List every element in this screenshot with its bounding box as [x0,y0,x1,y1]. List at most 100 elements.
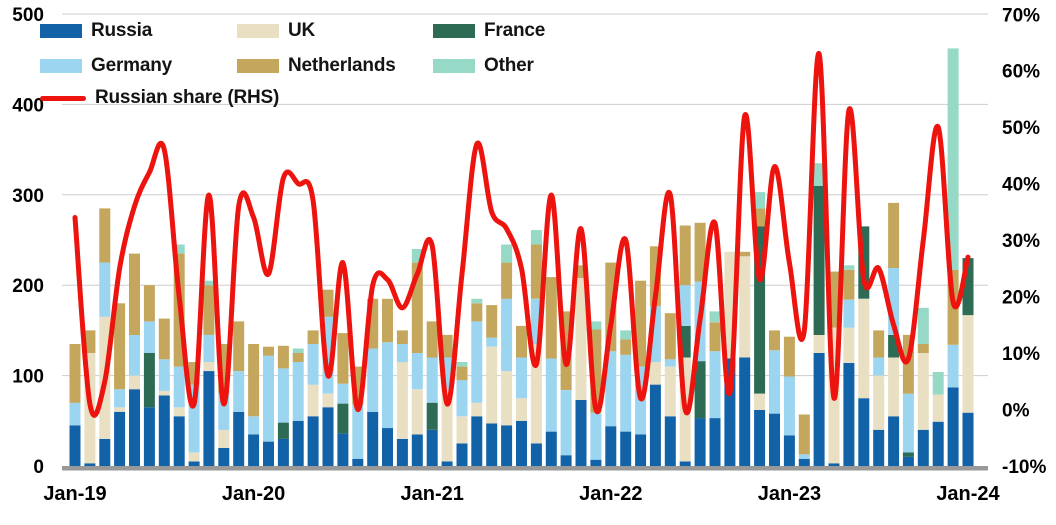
bar-segment-netherlands [754,208,766,227]
bar-segment-netherlands [203,285,215,335]
bar-segment-uk [843,327,855,363]
bar-segment-germany [352,404,364,459]
bar-segment-russia [605,426,617,466]
bar-segment-other [590,321,602,330]
bar-segment-netherlands [411,262,423,353]
bar-segment-uk [307,384,319,417]
bar-segment-russia [396,438,408,466]
bar-segment-germany [114,389,126,408]
bar-segment-netherlands [694,222,706,282]
bar-segment-germany [798,454,810,459]
bar-segment-germany [367,348,379,412]
bar-segment-russia [352,458,364,466]
bar-segment-other [917,307,929,344]
bar-segment-germany [486,337,498,347]
bar-segment-germany [679,285,691,326]
bar-segment-netherlands [143,285,155,322]
bar-segment-netherlands [902,334,914,394]
bar-segment-germany [396,344,408,363]
bar-segment-uk [888,357,900,417]
bar-segment-netherlands [590,329,602,413]
bar-segment-germany [411,353,423,390]
bar-segment-germany [292,362,304,421]
bar-segment-netherlands [545,277,557,359]
bar-segment-russia [367,411,379,466]
bar-segment-germany [277,368,289,423]
bar-segment-netherlands [158,318,170,360]
bar-segment-germany [947,344,959,388]
bar-segment-germany [516,357,527,399]
bar-segment-netherlands [843,269,855,300]
bar-segment-netherlands [888,202,900,268]
right-axis-tick-label: 40% [1002,175,1040,196]
x-axis-tick-label: Jan-19 [43,483,106,505]
bar-segment-russia [69,425,81,466]
bar-segment-netherlands [307,330,319,344]
x-axis-tick-label: Jan-20 [222,483,285,505]
bar-segment-netherlands [516,325,527,358]
bar-segment-germany [233,371,245,412]
bar-segment-uk [411,389,423,435]
bar-segment-russia [307,416,319,466]
bar-segment-other [203,280,215,286]
bar-segment-other [754,192,766,209]
bar-segment-germany [158,359,170,391]
bar-segment-netherlands [322,289,334,317]
bar-segment-uk [873,375,885,430]
bar-segment-uk [173,407,185,417]
bar-segment-netherlands [114,303,126,390]
bar-segment-france [694,361,706,419]
right-axis-tick-label: 20% [1002,288,1040,309]
bar-segment-other [947,48,959,270]
bar-segment-russia [143,407,155,466]
bar-segment-germany [426,357,438,403]
bar-segment-russia [560,455,572,466]
bar-segment-russia [873,429,885,466]
bar-segment-germany [664,359,676,367]
bar-segment-other [411,249,423,263]
bar-segment-netherlands [99,208,111,263]
left-axis-tick-label: 200 [12,276,44,297]
right-axis-labels: -10% 0% 10% 20% 30% 40% 50% 60% 70% [1002,5,1046,478]
bar-segment-netherlands [396,330,408,344]
bar-segment-other [709,311,721,323]
bar-segment-other [620,330,632,340]
bar-segment-russia [173,416,185,466]
bar-segment-germany [709,351,721,419]
bar-segment-netherlands [575,265,587,278]
x-axis-tick-label: Jan-23 [758,483,821,505]
bar-segment-russia [709,418,721,466]
bar-segment-russia [724,358,736,466]
bar-segment-uk [471,402,483,417]
bar-segment-germany [143,321,155,353]
bar-segment-netherlands [917,344,929,353]
bar-segment-germany [590,412,602,460]
x-axis-tick-label: Jan-24 [936,483,1000,505]
x-axis-line [62,466,988,471]
right-axis-tick-label: 60% [1002,62,1040,83]
bar-segment-netherlands [69,344,81,403]
bar-segment-uk [486,346,498,424]
russian-share-line [72,51,971,418]
bar-segment-netherlands [188,362,200,385]
bar-segment-netherlands [605,262,617,352]
left-axis-tick-label: 100 [12,367,44,388]
bar-segment-uk [158,391,170,396]
bar-segment-russia [843,362,855,466]
bar-segment-germany [382,342,393,429]
bar-segment-germany [620,354,632,432]
left-axis-tick-label: 300 [12,186,44,207]
bar-segment-uk [441,389,453,462]
bar-segment-netherlands [84,330,96,353]
bar-segment-germany [501,298,513,372]
x-axis-tick-label: Jan-22 [579,483,642,505]
bar-segment-russia [426,429,438,466]
bar-segment-france [902,452,914,457]
bar-segment-uk [739,256,751,358]
bar-segment-russia [248,434,260,466]
bar-segment-russia [694,418,706,466]
bar-segment-netherlands [248,344,260,417]
bar-segment-uk [516,398,527,421]
